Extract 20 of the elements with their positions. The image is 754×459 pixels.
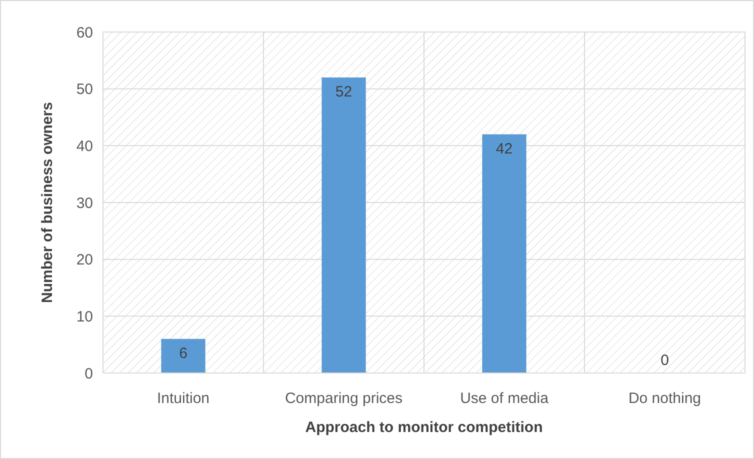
- y-tick-label: 0: [84, 365, 93, 382]
- bar: [482, 134, 526, 373]
- x-tick-label: Comparing prices: [284, 390, 403, 407]
- x-tick-label: Use of media: [460, 390, 550, 407]
- y-axis-title: Number of business owners: [39, 102, 56, 303]
- x-tick-label: Intuition: [156, 390, 210, 407]
- data-label: 52: [335, 83, 352, 100]
- y-tick-label: 20: [76, 252, 93, 269]
- data-label: 0: [660, 352, 669, 369]
- y-tick-label: 60: [76, 24, 93, 42]
- data-label: 42: [496, 140, 513, 158]
- bar: [322, 77, 366, 373]
- y-tick-label: 30: [76, 194, 93, 212]
- x-axis-title: Approach to monitor competition: [305, 419, 543, 436]
- y-tick-label: 50: [76, 81, 93, 98]
- y-tick-label: 40: [76, 138, 93, 155]
- data-label: 6: [179, 344, 188, 362]
- bar: [161, 338, 206, 373]
- y-tick-label: 10: [76, 308, 93, 326]
- x-tick-label: Do nothing: [628, 390, 702, 407]
